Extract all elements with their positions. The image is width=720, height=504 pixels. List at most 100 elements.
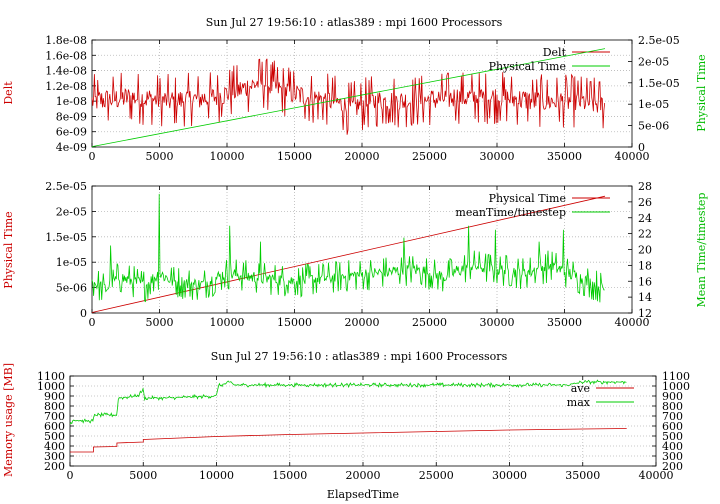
y2-tick-label: 2e-05 bbox=[638, 55, 669, 68]
y-axis-label: Physical Time bbox=[2, 211, 15, 288]
y-tick-label: 2e-05 bbox=[56, 205, 87, 218]
y2-axis-label: Mean Time/timestep bbox=[695, 193, 708, 308]
y2-tick-label: 1.5e-05 bbox=[638, 77, 680, 90]
series-line-max bbox=[69, 379, 627, 425]
x-tick-label: 15000 bbox=[277, 150, 312, 163]
y2-tick-label: 2.5e-05 bbox=[638, 34, 680, 47]
y2-tick-label: 400 bbox=[662, 440, 683, 453]
y2-tick-label: 200 bbox=[662, 460, 683, 473]
y-tick-label: 2.5e-05 bbox=[45, 180, 87, 193]
legend-label: Physical Time bbox=[489, 192, 566, 205]
x-tick-label: 30000 bbox=[492, 469, 527, 482]
y2-tick-label: 500 bbox=[662, 430, 683, 443]
y-tick-label: 700 bbox=[44, 410, 65, 423]
series-line-delt bbox=[91, 58, 606, 135]
x-tick-label: 30000 bbox=[480, 316, 515, 329]
y2-tick-label: 5e-06 bbox=[638, 120, 669, 133]
y2-tick-label: 1000 bbox=[662, 380, 690, 393]
x-tick-label: 0 bbox=[89, 316, 96, 329]
y2-tick-label: 300 bbox=[662, 450, 683, 463]
x-tick-label: 0 bbox=[89, 150, 96, 163]
plot-memory-usage: 0 5000 10000 15000 20000 25000 30000 35000 40000… bbox=[2, 363, 690, 501]
x-tick-label: 25000 bbox=[412, 316, 447, 329]
legend-label: max bbox=[567, 396, 591, 409]
y-tick-label: 1.4e-08 bbox=[45, 65, 87, 78]
y2-axis-label: Physical Time bbox=[695, 54, 708, 131]
y-tick-label: 1.6e-08 bbox=[45, 49, 87, 62]
y2-tick-label: 900 bbox=[662, 390, 683, 403]
x-axis-label: ElapsedTime bbox=[327, 488, 399, 501]
y2-tick-label: 16 bbox=[638, 275, 652, 288]
y2-tick-label: 24 bbox=[638, 212, 652, 225]
x-tick-label: 20000 bbox=[346, 469, 381, 482]
x-tick-label: 0 bbox=[67, 469, 74, 482]
x-tick-label: 40000 bbox=[615, 150, 650, 163]
y-tick-label: 1100 bbox=[37, 370, 65, 383]
x-tick-label: 40000 bbox=[615, 316, 650, 329]
y-tick-label: 900 bbox=[44, 390, 65, 403]
y2-tick-label: 28 bbox=[638, 180, 652, 193]
x-tick-label: 40000 bbox=[639, 469, 674, 482]
series-line-meantime-timestep bbox=[91, 193, 605, 303]
y-tick-label: 4e-09 bbox=[56, 141, 87, 154]
y2-tick-label: 700 bbox=[662, 410, 683, 423]
y-tick-label: 1e-05 bbox=[56, 256, 87, 269]
legend-label: ave bbox=[571, 382, 590, 395]
plot-frame bbox=[69, 375, 657, 467]
y-tick-label: 1000 bbox=[37, 380, 65, 393]
series-line-physical-time bbox=[91, 48, 606, 147]
y2-tick-label: 18 bbox=[638, 259, 652, 272]
x-tick-label: 5000 bbox=[146, 150, 174, 163]
y-tick-label: 1.8e-08 bbox=[45, 34, 87, 47]
y2-tick-label: 800 bbox=[662, 400, 683, 413]
y-axis-label: Memory usage [MB] bbox=[2, 363, 15, 477]
y-tick-label: 8e-09 bbox=[56, 110, 87, 123]
y2-tick-label: 20 bbox=[638, 244, 652, 257]
x-tick-label: 15000 bbox=[277, 316, 312, 329]
y-axis-label: Delt bbox=[2, 81, 15, 105]
y-tick-label: 500 bbox=[44, 430, 65, 443]
y2-tick-label: 1e-05 bbox=[638, 98, 669, 111]
plot-frame bbox=[91, 39, 633, 148]
x-tick-label: 10000 bbox=[210, 316, 245, 329]
x-tick-label: 5000 bbox=[146, 316, 174, 329]
x-tick-label: 10000 bbox=[199, 469, 234, 482]
y2-tick-label: 0 bbox=[638, 141, 645, 154]
x-tick-label: 5000 bbox=[129, 469, 157, 482]
y-tick-label: 5e-06 bbox=[56, 282, 87, 295]
x-tick-label: 35000 bbox=[547, 316, 582, 329]
y-tick-label: 6e-09 bbox=[56, 126, 87, 139]
x-tick-label: 35000 bbox=[565, 469, 600, 482]
y-tick-label: 400 bbox=[44, 440, 65, 453]
y2-tick-label: 26 bbox=[638, 196, 652, 209]
x-tick-label: 25000 bbox=[419, 469, 454, 482]
y2-tick-label: 12 bbox=[638, 307, 652, 320]
legend-label: Physical Time bbox=[489, 60, 566, 73]
y2-tick-label: 14 bbox=[638, 291, 652, 304]
y-tick-label: 0 bbox=[80, 307, 87, 320]
y-tick-label: 300 bbox=[44, 450, 65, 463]
x-tick-label: 30000 bbox=[480, 150, 515, 163]
plot-delt-physical-time: 0 5000 10000 15000 20000 25000 30000 35000 40000… bbox=[2, 34, 708, 163]
x-tick-label: 20000 bbox=[345, 316, 380, 329]
y2-tick-label: 22 bbox=[638, 228, 652, 241]
top-chart-title: Sun Jul 27 19:56:10 : atlas389 : mpi 160… bbox=[206, 16, 503, 29]
legend-label: Delt bbox=[543, 46, 567, 59]
y2-tick-label: 1100 bbox=[662, 370, 690, 383]
series-line-ave bbox=[70, 428, 627, 453]
x-tick-label: 15000 bbox=[272, 469, 307, 482]
x-tick-label: 25000 bbox=[412, 150, 447, 163]
bottom-chart-title: Sun Jul 27 19:56:10 : atlas389 : mpi 160… bbox=[211, 350, 508, 363]
x-tick-label: 35000 bbox=[547, 150, 582, 163]
y-tick-label: 600 bbox=[44, 420, 65, 433]
y-tick-label: 1.2e-08 bbox=[45, 80, 87, 93]
legend-label: meanTime/timestep bbox=[455, 206, 566, 219]
y2-tick-label: 600 bbox=[662, 420, 683, 433]
x-tick-label: 10000 bbox=[210, 150, 245, 163]
y-tick-label: 200 bbox=[44, 460, 65, 473]
y-tick-label: 800 bbox=[44, 400, 65, 413]
y-tick-label: 1e-08 bbox=[56, 95, 87, 108]
y-tick-label: 1.5e-05 bbox=[45, 231, 87, 244]
x-tick-label: 20000 bbox=[345, 150, 380, 163]
